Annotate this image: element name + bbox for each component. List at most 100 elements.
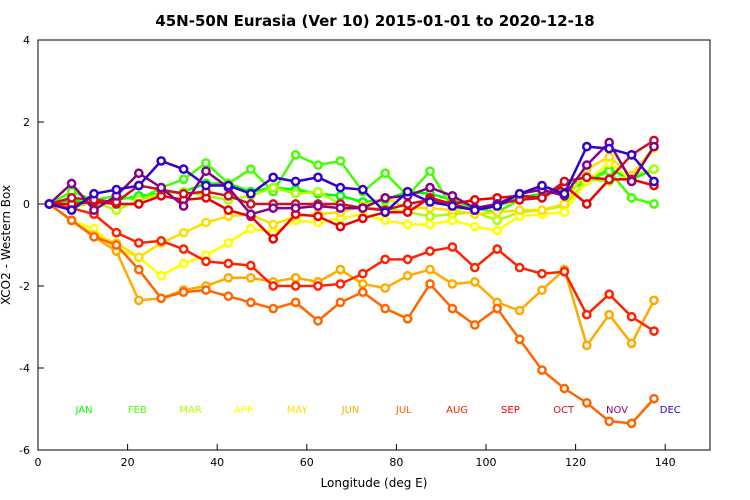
data-point <box>402 313 413 324</box>
x-tick-label: 20 <box>121 456 135 469</box>
legend-sep: SEP <box>501 405 520 416</box>
series-layer <box>44 135 659 429</box>
data-point <box>469 221 480 232</box>
data-point <box>290 297 301 308</box>
data-point <box>492 225 503 236</box>
data-point <box>581 199 592 209</box>
series-line-nov <box>48 140 656 216</box>
data-point <box>357 268 368 279</box>
data-point <box>380 283 391 293</box>
data-point <box>559 176 570 187</box>
series-jun <box>44 199 659 351</box>
y-axis-label: XCO2 - Western Box <box>0 185 13 305</box>
x-tick-label: 0 <box>35 456 42 469</box>
data-point <box>514 262 525 273</box>
data-point <box>649 164 659 174</box>
data-point <box>156 182 167 193</box>
data-point <box>559 188 570 199</box>
x-tick-label: 40 <box>210 456 224 469</box>
data-point <box>178 227 189 238</box>
data-point <box>223 238 234 248</box>
data-point <box>201 158 211 168</box>
month-legend: JAN FEB MAR APR MAY JUN JUL AUG SEP OCT NOV DEC <box>74 405 680 416</box>
data-point <box>380 254 391 265</box>
data-point <box>335 264 346 275</box>
data-point <box>335 190 346 201</box>
x-tick-label: 100 <box>476 456 497 469</box>
data-point <box>380 207 391 218</box>
data-point <box>425 246 435 256</box>
data-point <box>581 172 592 183</box>
data-point <box>357 203 368 213</box>
chart-title: 45N-50N Eurasia (Ver 10) 2015-01-01 to 2… <box>155 12 594 30</box>
data-point <box>178 174 189 185</box>
data-point <box>559 266 570 277</box>
y-tick-label: 2 <box>23 116 30 129</box>
series-line-jun <box>48 202 656 349</box>
data-point <box>313 201 323 211</box>
data-point <box>492 215 503 226</box>
legend-nov: NOV <box>606 405 628 416</box>
data-point <box>357 287 368 297</box>
data-point <box>537 193 547 203</box>
data-point <box>201 217 211 228</box>
data-point <box>313 160 323 170</box>
data-point <box>313 186 323 197</box>
x-tick-label: 140 <box>655 456 676 469</box>
data-point <box>201 166 211 177</box>
data-point <box>133 295 144 306</box>
x-tick-label: 80 <box>389 456 403 469</box>
data-point <box>156 156 167 166</box>
x-axis-label: Longitude (deg E) <box>321 476 428 490</box>
data-point <box>335 182 346 193</box>
data-point <box>133 238 144 248</box>
legend-may: MAY <box>287 405 309 416</box>
data-point <box>111 184 122 195</box>
data-point <box>156 270 167 281</box>
data-point <box>66 178 77 189</box>
data-point <box>133 180 144 191</box>
plot-frame <box>37 39 711 451</box>
data-point <box>178 164 189 174</box>
data-point <box>604 174 615 185</box>
data-point <box>447 303 458 314</box>
data-point <box>604 309 615 320</box>
data-point <box>156 236 167 246</box>
data-point <box>425 264 435 275</box>
data-point <box>469 195 480 205</box>
data-point <box>245 164 256 174</box>
data-point <box>245 188 256 199</box>
data-point <box>469 205 480 215</box>
data-point <box>447 215 458 226</box>
data-point <box>626 418 637 429</box>
data-point <box>626 149 637 160</box>
data-point <box>268 219 279 230</box>
data-point <box>604 166 615 177</box>
data-point <box>223 272 234 283</box>
data-point <box>245 223 256 234</box>
series-jul <box>44 199 659 429</box>
data-point <box>178 244 189 254</box>
data-point <box>626 193 637 203</box>
data-point <box>425 166 435 177</box>
data-point <box>402 254 413 265</box>
y-tick-label: 0 <box>23 198 30 211</box>
data-point <box>604 416 615 427</box>
data-point <box>380 193 391 203</box>
data-point <box>649 199 659 209</box>
data-point <box>133 199 144 209</box>
data-point <box>559 199 570 209</box>
data-point <box>178 258 189 269</box>
data-point <box>133 252 144 263</box>
data-point <box>492 303 503 314</box>
data-point <box>290 149 301 160</box>
data-point <box>537 180 547 191</box>
data-point <box>357 213 368 224</box>
axis-ticks: 0 20 40 60 80 100 120 140 -6 -4 -2 0 2 4 <box>19 34 676 469</box>
data-point <box>268 234 279 244</box>
data-point <box>111 240 122 250</box>
data-point <box>290 281 301 291</box>
data-point <box>581 160 592 170</box>
data-point <box>559 383 570 394</box>
